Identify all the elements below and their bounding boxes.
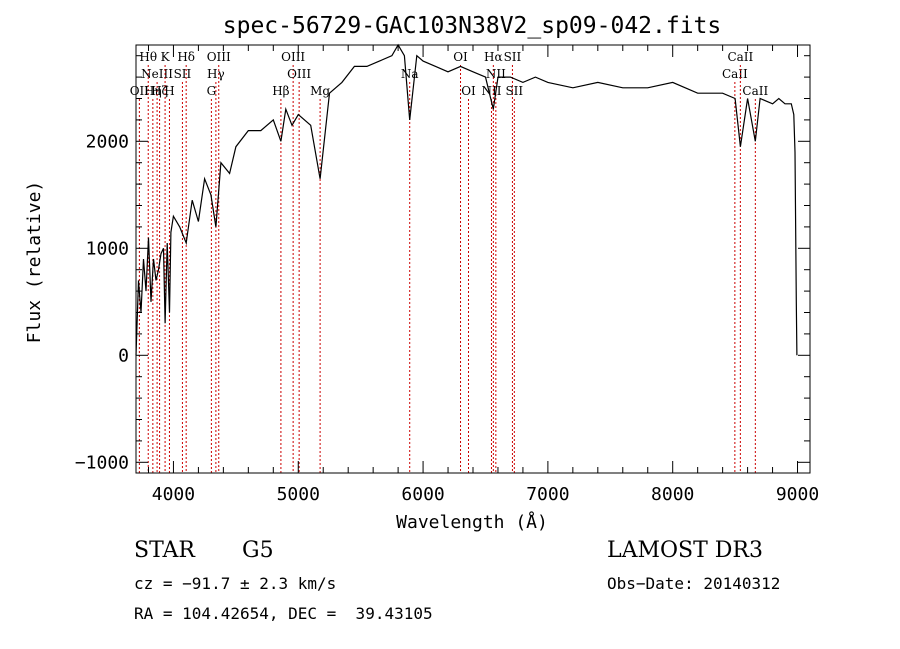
sky-coordinates: RA = 104.42654, DEC = 39.43105	[134, 604, 433, 623]
line-marker-label: Hγ	[207, 67, 225, 81]
y-tick-label: −1000	[75, 452, 129, 473]
line-marker-label: CaII	[722, 67, 748, 81]
line-marker-label: Hβ	[272, 84, 289, 98]
flux-line	[135, 43, 798, 356]
line-marker-label: OI	[461, 84, 476, 98]
line-marker-label: OIII	[207, 50, 231, 64]
object-subclass: G5	[242, 538, 274, 563]
y-tick-label: 2000	[86, 131, 129, 152]
line-marker-label: Mg	[310, 84, 330, 98]
y-tick-label: 0	[118, 345, 129, 366]
object-class: STAR	[134, 538, 195, 563]
line-marker-label: SII	[504, 50, 522, 64]
y-tick-label: 1000	[86, 238, 129, 259]
survey-name: LAMOST DR3	[607, 538, 763, 563]
x-tick-label: 4000	[152, 484, 195, 505]
line-marker-label: CaII	[742, 84, 768, 98]
chart-title: spec-56729-GAC103N38V2_sp09-042.fits	[223, 13, 722, 39]
spectral-line-markers: OIIHθHηNeIIIHζKHSIIHδGHγOIIIHβOIIIOIIIMg…	[130, 50, 768, 473]
line-marker-label: Hθ	[139, 50, 157, 64]
x-tick-label: 7000	[526, 484, 569, 505]
line-marker-label: OII	[130, 84, 150, 98]
observation-date: Obs−Date: 20140312	[607, 574, 781, 593]
x-tick-label: 6000	[401, 484, 444, 505]
x-tick-label: 5000	[277, 484, 320, 505]
line-marker-label: NeIII	[141, 67, 173, 81]
line-marker-label: OI	[453, 50, 468, 64]
line-marker-label: G	[207, 84, 217, 98]
line-marker-label: K	[161, 50, 171, 64]
line-marker-label: NII	[486, 67, 506, 81]
y-axis-label: Flux (relative)	[24, 181, 45, 344]
line-marker-label: NII	[481, 84, 501, 98]
line-marker-label: OIII	[281, 50, 305, 64]
line-marker-label: OIII	[287, 67, 311, 81]
x-axis-label: Wavelength (Å)	[396, 511, 548, 533]
x-tick-label: 9000	[776, 484, 819, 505]
line-marker-label: CaII	[727, 50, 753, 64]
redshift-velocity: cz = −91.7 ± 2.3 km/s	[134, 574, 337, 593]
line-marker-label: Hα	[484, 50, 503, 64]
plot-frame	[135, 44, 811, 474]
y-axis: −1000 0 1000 2000	[75, 55, 810, 473]
line-marker-label: Hδ	[177, 50, 195, 64]
line-marker-label: SII	[174, 67, 192, 81]
line-marker-label: H	[164, 84, 174, 98]
line-marker-label: SII	[505, 84, 523, 98]
x-axis: 4000 5000 6000 7000 8000 9000	[147, 45, 819, 505]
line-marker-label: Hζ	[151, 84, 168, 98]
x-tick-label: 8000	[651, 484, 694, 505]
